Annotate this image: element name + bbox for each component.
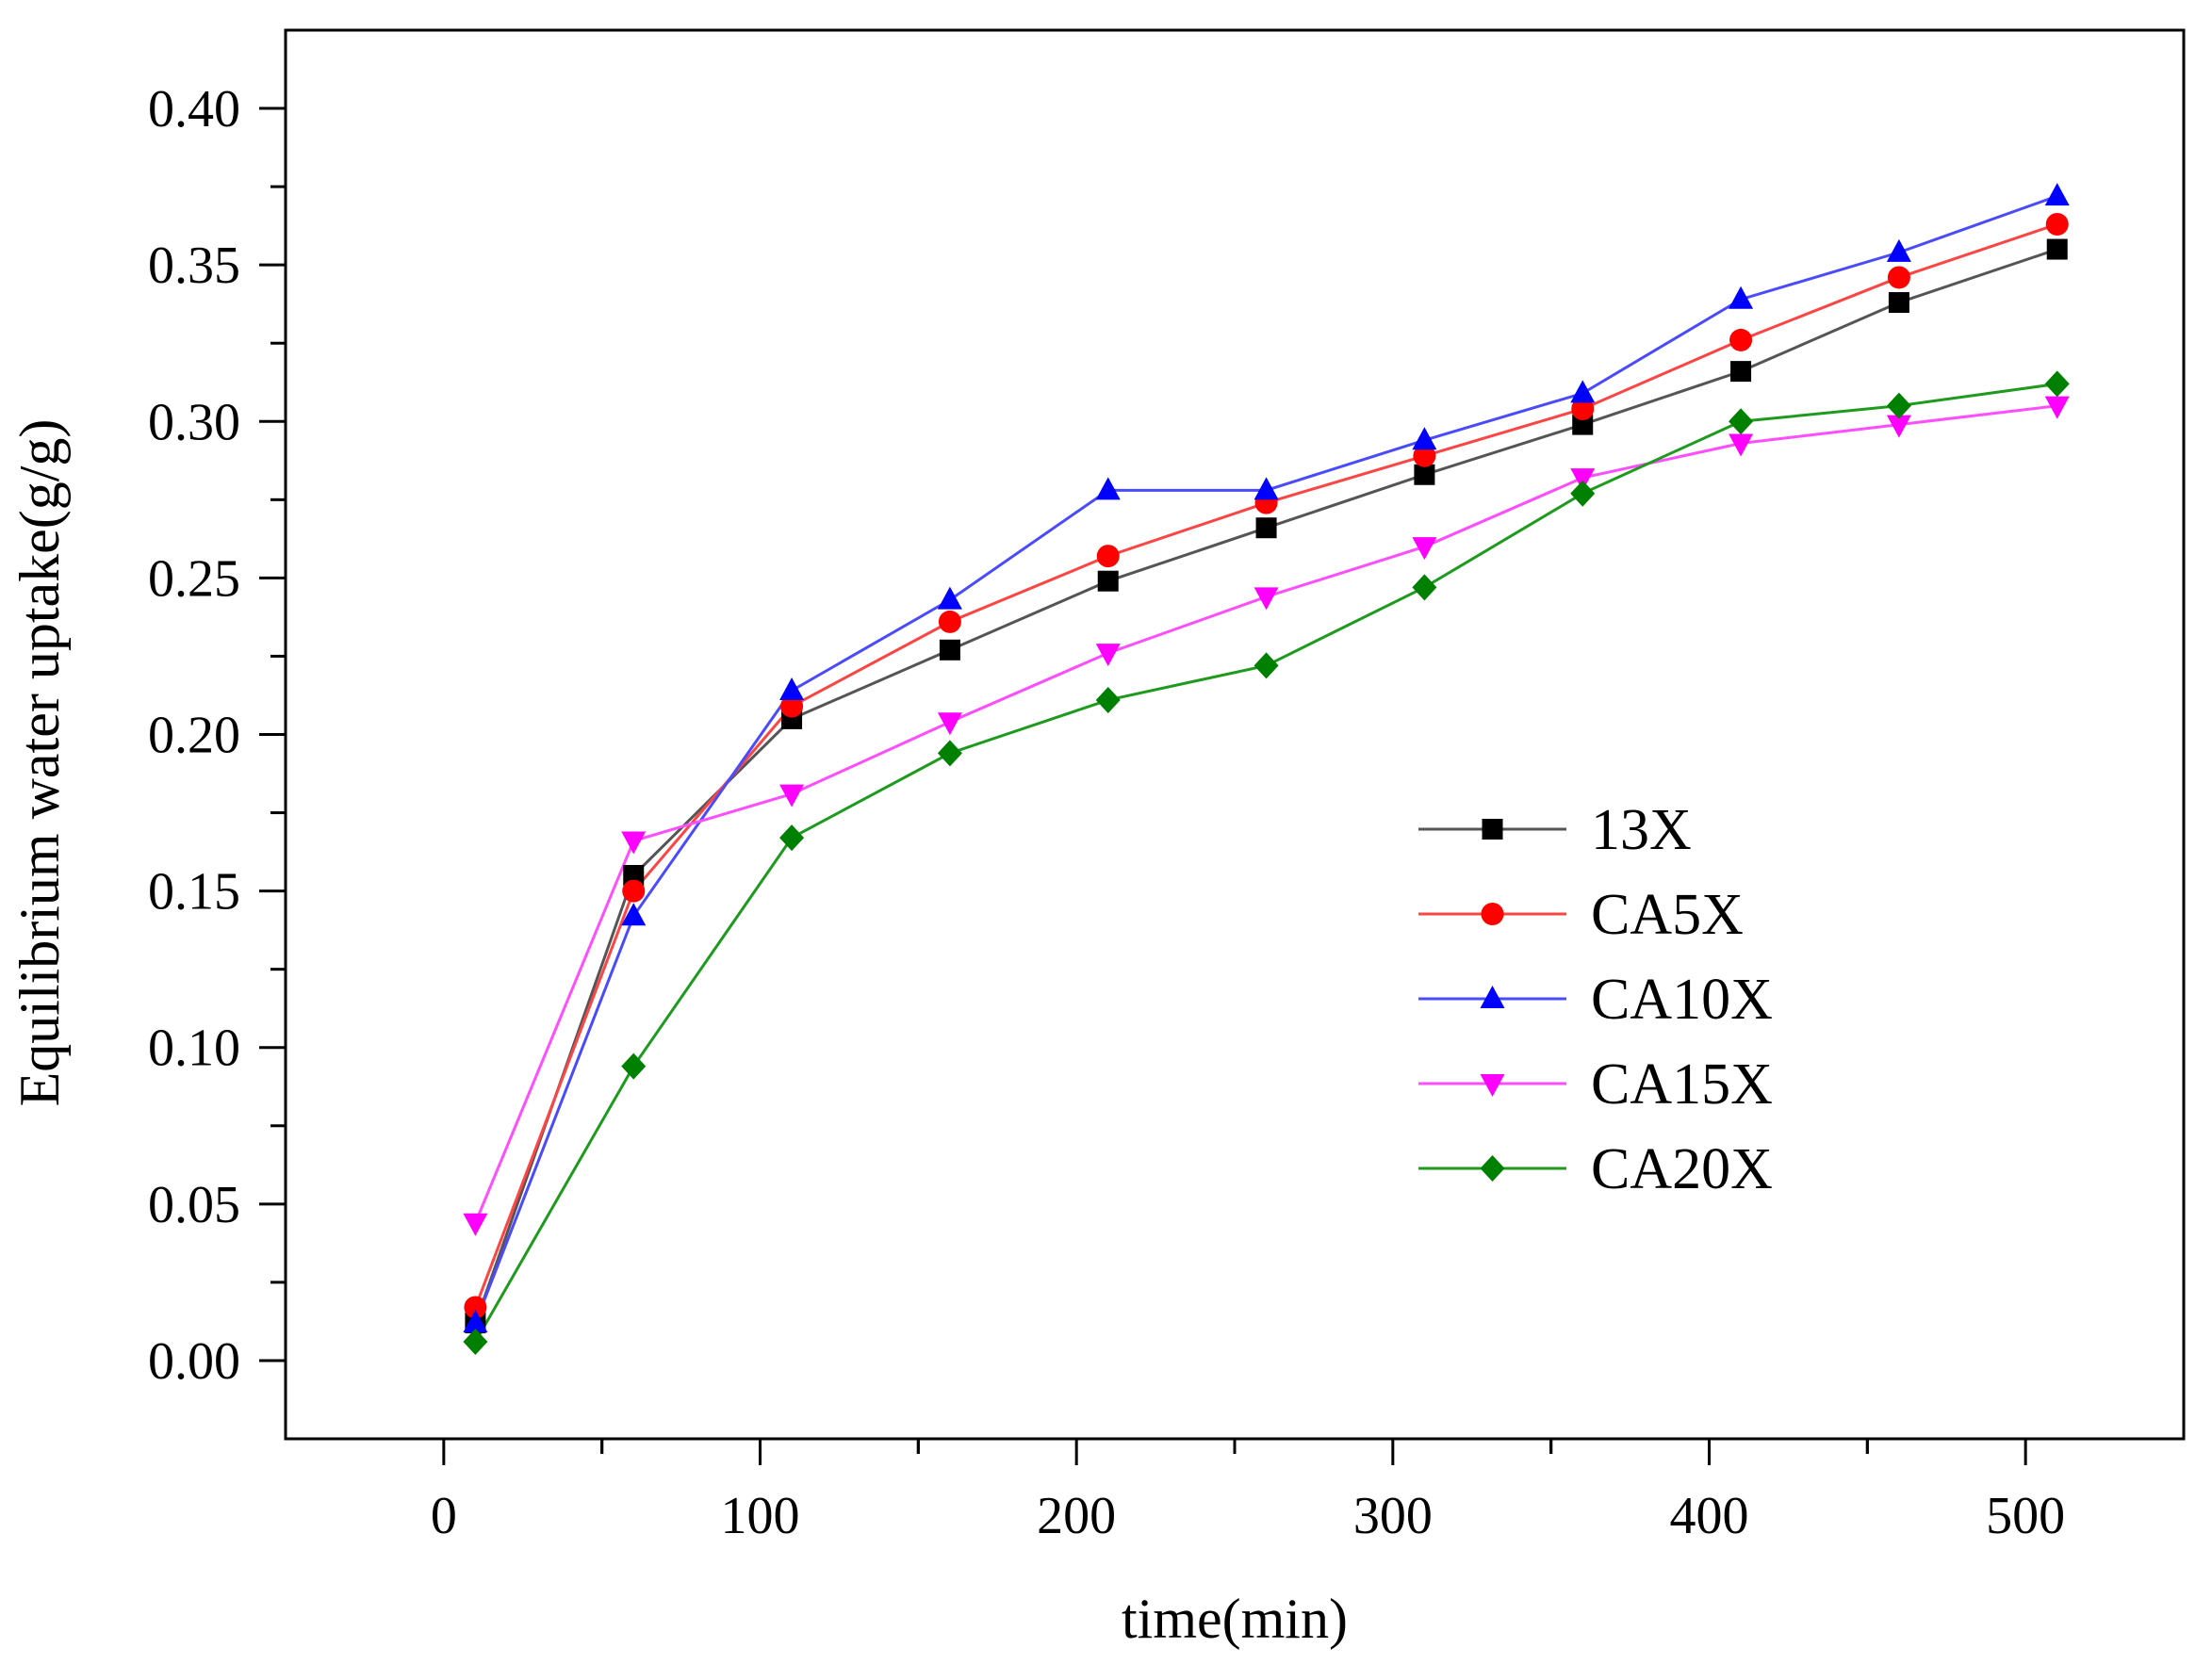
data-point-ca5x <box>464 1296 487 1319</box>
x-tick-label: 200 <box>1037 1487 1116 1545</box>
series-markers <box>463 183 2070 1356</box>
data-point-ca20x <box>779 824 805 852</box>
y-tick-label: 0.30 <box>148 393 240 451</box>
data-point-ca10x <box>621 903 647 926</box>
legend: 13X CA5X CA10X CA15X CA20X <box>1418 798 1773 1201</box>
legend-label-ca20x: CA20X <box>1591 1137 1773 1201</box>
data-point-ca20x <box>1253 652 1279 679</box>
legend-label-13x: 13X <box>1591 798 1692 862</box>
legend-marker-ca10x <box>1480 986 1505 1008</box>
data-point-ca10x <box>463 1310 488 1333</box>
y-tick-label: 0.20 <box>148 707 240 765</box>
data-point-ca5x <box>1887 266 1910 289</box>
data-point-13x <box>623 865 645 886</box>
y-tick-label: 0.10 <box>148 1020 240 1078</box>
data-point-ca15x <box>1570 468 1596 492</box>
legend-label-ca10x: CA10X <box>1591 968 1773 1032</box>
data-point-ca20x <box>1886 392 1911 419</box>
data-point-ca15x <box>1253 587 1279 611</box>
data-point-ca10x <box>1729 285 1754 309</box>
legend-marker-ca5x <box>1481 903 1504 925</box>
data-point-ca10x <box>779 677 805 700</box>
x-tick-label: 0 <box>431 1487 457 1545</box>
data-point-ca5x <box>780 694 804 718</box>
legend-marker-ca15x <box>1480 1074 1505 1097</box>
x-axis-title: time(min) <box>1122 1588 1348 1650</box>
y-tick-label: 0.00 <box>148 1332 240 1391</box>
data-point-ca15x <box>1886 415 1911 438</box>
data-point-ca15x <box>2044 396 2070 419</box>
data-point-ca15x <box>1729 433 1754 457</box>
legend-label-ca5x: CA5X <box>1591 883 1744 947</box>
data-point-ca20x <box>621 1052 647 1080</box>
y-axis-title: Equilibrium water uptake(g/g) <box>8 419 71 1107</box>
data-point-ca10x <box>1095 477 1121 500</box>
data-point-ca5x <box>1729 328 1753 351</box>
data-point-ca10x <box>2044 183 2070 206</box>
y-tick-label: 0.05 <box>148 1176 240 1234</box>
y-tick-label: 0.40 <box>148 80 240 139</box>
data-point-13x <box>1097 570 1119 592</box>
y-tick-label: 0.25 <box>148 549 240 608</box>
data-point-ca15x <box>779 784 805 808</box>
data-point-ca10x <box>937 586 962 610</box>
data-point-ca5x <box>2045 212 2069 236</box>
data-point-ca20x <box>463 1329 488 1356</box>
data-point-13x <box>2046 238 2068 260</box>
x-tick-label: 300 <box>1353 1487 1433 1545</box>
data-point-ca10x <box>1886 238 1911 262</box>
data-point-ca15x <box>621 831 647 855</box>
data-point-13x <box>1255 517 1277 539</box>
x-tick-labels: 0 100 200 300 400 500 <box>431 1487 2065 1545</box>
y-tick-labels: 0.00 0.05 0.10 0.15 0.20 0.25 0.30 0.35 0.40 <box>148 80 240 1391</box>
data-point-ca15x <box>1412 537 1437 561</box>
x-tick-label: 400 <box>1670 1487 1749 1545</box>
data-point-ca15x <box>463 1213 488 1236</box>
data-point-13x <box>939 639 960 661</box>
data-point-ca15x <box>1095 644 1121 667</box>
plot-frame <box>284 28 2186 1441</box>
legend-label-ca15x: CA15X <box>1591 1052 1773 1117</box>
data-point-ca5x <box>938 610 961 633</box>
data-point-ca20x <box>1412 574 1437 601</box>
data-point-13x <box>1572 414 1594 435</box>
x-tick-label: 100 <box>721 1487 800 1545</box>
data-point-ca10x <box>1570 380 1596 403</box>
data-point-ca10x <box>1253 477 1279 500</box>
data-point-ca15x <box>937 712 962 736</box>
legend-marker-13x <box>1482 819 1503 840</box>
data-point-ca5x <box>1571 397 1595 420</box>
y-tick-label: 0.15 <box>148 863 240 922</box>
legend-marker-ca20x <box>1480 1155 1505 1182</box>
data-point-ca20x <box>2044 370 2070 398</box>
data-point-ca20x <box>937 740 962 767</box>
axis-ticks <box>259 106 2027 1465</box>
data-point-13x <box>1414 464 1435 485</box>
data-point-ca10x <box>1412 427 1437 450</box>
data-point-13x <box>1888 292 1909 314</box>
data-point-ca5x <box>622 879 646 903</box>
data-point-ca20x <box>1570 480 1596 507</box>
y-tick-label: 0.35 <box>148 237 240 295</box>
data-point-ca20x <box>1095 686 1121 713</box>
data-point-13x <box>1730 361 1752 383</box>
data-point-ca5x <box>1413 444 1436 467</box>
data-point-ca20x <box>1729 408 1754 435</box>
data-point-ca5x <box>1096 545 1120 568</box>
x-tick-label: 500 <box>1986 1487 2065 1545</box>
